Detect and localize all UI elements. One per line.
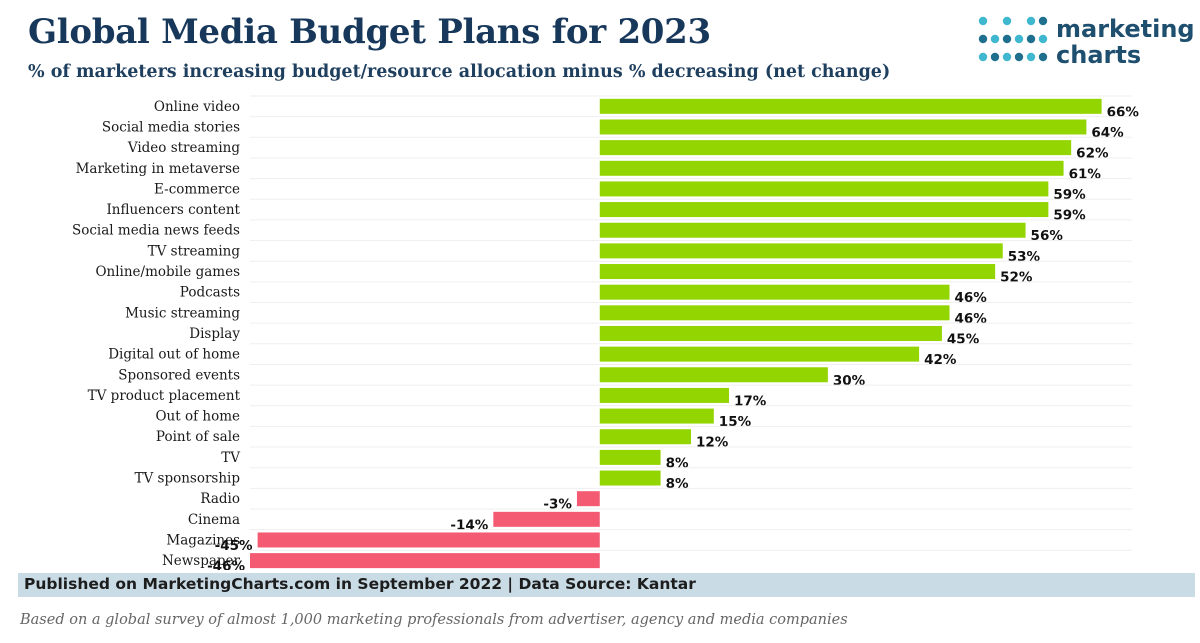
category-label: Magazines: [166, 532, 240, 548]
chart-subtitle: % of marketers increasing budget/resourc…: [28, 62, 891, 82]
category-label: Out of home: [155, 409, 240, 425]
value-label: 8%: [666, 476, 689, 492]
value-label: 62%: [1076, 146, 1109, 162]
bar: [599, 243, 1003, 259]
logo-dot: [978, 34, 988, 44]
value-label: -46%: [207, 559, 245, 570]
category-label: Newspaper: [162, 553, 241, 569]
bar: [599, 202, 1049, 218]
category-label: TV sponsorship: [134, 471, 240, 487]
value-label: 12%: [696, 435, 729, 451]
category-label: Social media stories: [102, 119, 240, 135]
category-label: Marketing in metaverse: [76, 161, 240, 177]
value-label: 52%: [1000, 270, 1033, 286]
logo-dots-icon: [978, 16, 1048, 62]
value-label: 30%: [833, 373, 866, 389]
bar: [599, 470, 661, 486]
bar: [576, 491, 600, 507]
value-label: 53%: [1008, 249, 1041, 265]
logo-line-1: marketing: [1056, 15, 1195, 43]
value-label: 59%: [1053, 208, 1086, 224]
bar: [599, 346, 920, 362]
bar: [599, 429, 691, 445]
category-label: Video streaming: [127, 140, 241, 156]
logo-dot: [1026, 16, 1036, 26]
bar: [599, 449, 661, 465]
bar: [599, 98, 1102, 114]
category-label: Podcasts: [180, 285, 240, 301]
logo-line-2: charts: [1056, 41, 1142, 69]
bar: [599, 264, 996, 280]
bar: [599, 119, 1087, 135]
logo-dot: [1002, 52, 1012, 62]
bar: [493, 511, 600, 527]
category-label: Display: [189, 326, 240, 342]
value-label: 8%: [666, 455, 689, 471]
category-label: Sponsored events: [118, 367, 240, 383]
survey-note: Based on a global survey of almost 1,000…: [20, 612, 848, 628]
value-label: -14%: [450, 517, 488, 533]
source-text: Published on MarketingCharts.com in Sept…: [24, 575, 696, 593]
logo-dot: [1038, 52, 1048, 62]
category-label: TV streaming: [148, 243, 241, 259]
logo-dot: [990, 52, 1000, 62]
category-label: E-commerce: [154, 181, 240, 197]
value-label: 66%: [1107, 104, 1140, 120]
category-label: Point of sale: [156, 429, 240, 445]
bar: [599, 367, 828, 383]
bar: [599, 140, 1072, 156]
bar: [599, 305, 950, 321]
bar-chart: Online video 66% Social media stories 64% Vi…: [72, 95, 1140, 570]
logo-dot: [978, 52, 988, 62]
bar: [599, 160, 1064, 176]
bar: [250, 553, 600, 569]
value-label: 59%: [1053, 187, 1086, 203]
logo-dot: [1002, 34, 1012, 44]
bar: [599, 284, 950, 300]
category-label: TV product placement: [88, 388, 241, 404]
category-label: Online video: [154, 99, 240, 115]
logo-wordmark: marketing charts: [1056, 16, 1195, 68]
logo-dot: [1026, 52, 1036, 62]
value-label: 15%: [719, 414, 752, 430]
logo-dot: [990, 34, 1000, 44]
value-label: 56%: [1031, 228, 1064, 244]
bar: [599, 325, 942, 341]
source-bar: Published on MarketingCharts.com in Sept…: [18, 573, 1195, 597]
logo-dot: [1014, 52, 1024, 62]
category-label: Online/mobile games: [95, 264, 240, 280]
category-label: Radio: [200, 491, 240, 507]
category-label: Music streaming: [125, 305, 240, 321]
value-label: 64%: [1091, 125, 1124, 141]
bar: [599, 222, 1026, 238]
value-label: 17%: [734, 393, 767, 409]
category-label: Digital out of home: [108, 347, 240, 363]
bar: [599, 181, 1049, 197]
category-label: Influencers content: [106, 202, 240, 218]
value-label: -45%: [215, 538, 253, 554]
category-label: TV: [221, 450, 240, 466]
bar: [599, 387, 730, 403]
value-label: 46%: [955, 290, 988, 306]
value-label: 61%: [1069, 166, 1102, 182]
value-label: 46%: [955, 311, 988, 327]
value-label: -3%: [543, 497, 572, 513]
logo-dot: [978, 16, 988, 26]
bar: [599, 408, 714, 424]
marketingcharts-logo[interactable]: marketing charts: [978, 14, 1195, 70]
chart-title: Global Media Budget Plans for 2023: [28, 12, 711, 52]
logo-dot: [1038, 34, 1048, 44]
bar: [257, 532, 600, 548]
category-label: Social media news feeds: [72, 223, 240, 239]
value-label: 42%: [924, 352, 957, 368]
category-label: Cinema: [188, 512, 240, 528]
logo-dot: [1002, 16, 1012, 26]
logo-dot: [1026, 34, 1036, 44]
value-label: 45%: [947, 331, 980, 347]
logo-dot: [1038, 16, 1048, 26]
logo-dot: [1014, 34, 1024, 44]
